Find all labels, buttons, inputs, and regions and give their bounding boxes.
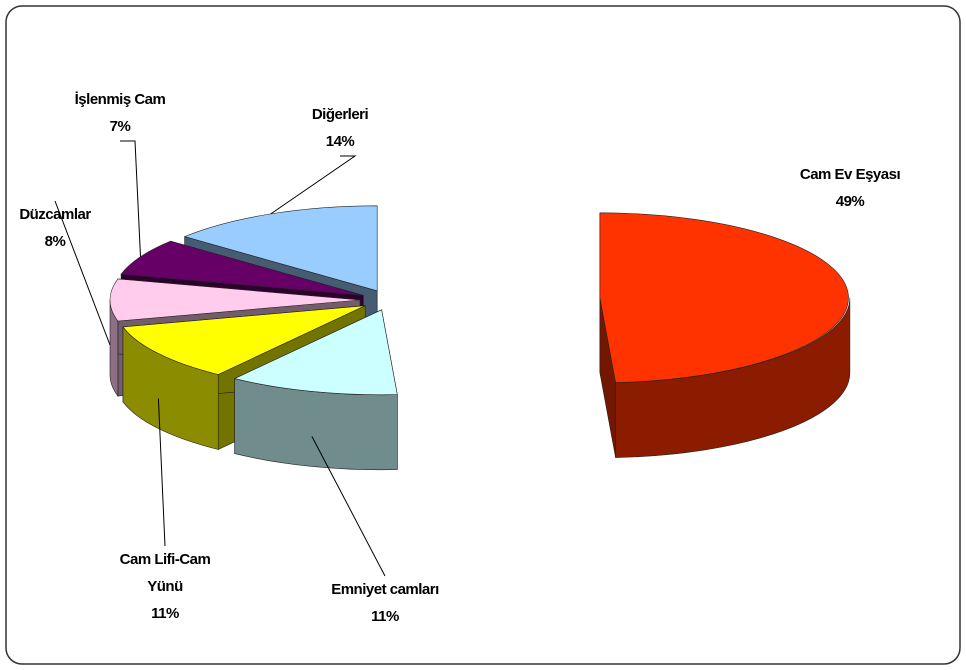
slice-value-label: 11% xyxy=(371,608,399,625)
slice-label-line: Cam Lifi-Cam xyxy=(120,551,211,568)
slice-label: Cam Ev Eşyası xyxy=(800,166,901,183)
slice xyxy=(122,305,366,375)
labels: Cam Ev Eşyası 49% Emniyet camları 11% Cam Li… xyxy=(19,91,901,625)
slice-label: Cam Lifi-Cam Yünü xyxy=(120,551,211,595)
slice-label: İşlenmiş Cam xyxy=(75,91,166,108)
leader-line xyxy=(157,398,166,547)
slice xyxy=(599,212,849,383)
leader-line xyxy=(54,200,111,346)
slice-label: Emniyet camları xyxy=(331,581,439,598)
leader-line xyxy=(120,140,141,257)
slice-label: Düzcamlar xyxy=(19,206,91,223)
slice-label-line: Yünü xyxy=(147,578,183,595)
pie xyxy=(109,205,851,471)
slice-value-label: 7% xyxy=(110,118,131,135)
leader-line xyxy=(311,436,386,577)
slice-label: Diğerleri xyxy=(312,106,369,123)
slice xyxy=(109,278,361,322)
leader-line xyxy=(270,155,357,215)
slice-value-label: 11% xyxy=(151,605,179,622)
slice-value-label: 49% xyxy=(836,193,865,210)
slice-value-label: 8% xyxy=(45,233,66,250)
slice-wall xyxy=(615,297,851,458)
chart-frame xyxy=(5,5,961,665)
slice xyxy=(233,309,398,396)
slice-value-label: 14% xyxy=(326,133,355,150)
